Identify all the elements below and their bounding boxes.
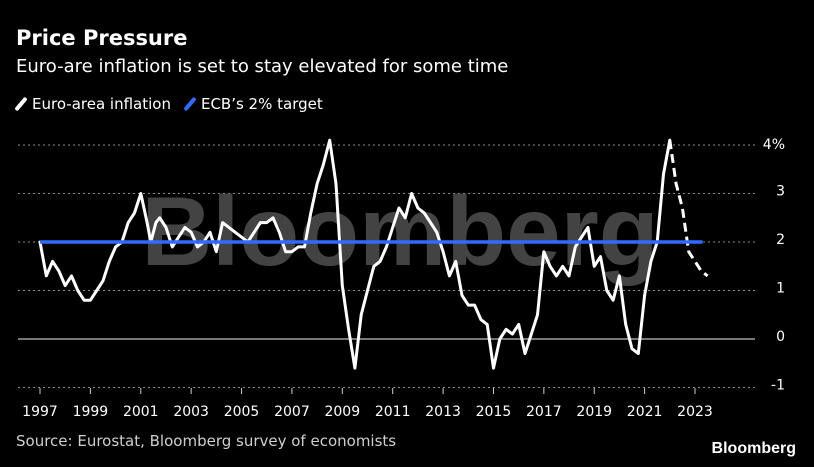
x-tick-label: 2011 <box>375 404 411 420</box>
chart-title: Price Pressure <box>16 26 188 50</box>
y-tick-label: 4% <box>763 137 785 153</box>
y-tick-label: 2 <box>776 232 785 248</box>
x-tick-label: 2009 <box>324 404 360 420</box>
x-tick-label: 2001 <box>123 404 159 420</box>
x-tick-label: 2007 <box>274 404 310 420</box>
source-note: Source: Eurostat, Bloomberg survey of ec… <box>16 432 397 450</box>
brand-logo: Bloomberg <box>711 440 796 457</box>
legend-label-target: ECB’s 2% target <box>200 95 323 113</box>
y-axis: -1 0 1 2 3 4% <box>763 137 785 394</box>
legend-label-inflation: Euro-area inflation <box>32 95 171 113</box>
x-tick-label: 1999 <box>73 404 109 420</box>
x-tick-label: 1997 <box>22 404 58 420</box>
x-tick-label: 2015 <box>476 404 512 420</box>
x-tick-label: 2021 <box>627 404 663 420</box>
watermark: Bloomberg <box>141 176 658 286</box>
y-tick-label: 3 <box>776 184 785 200</box>
x-tick-label: 2005 <box>224 404 260 420</box>
legend-item-target: ECB’s 2% target <box>183 95 323 113</box>
chart-subtitle: Euro-are inflation is set to stay elevat… <box>16 56 509 77</box>
y-tick-label: 0 <box>776 329 785 345</box>
x-tick-label: 2019 <box>576 404 612 420</box>
x-tick-label: 2017 <box>526 404 562 420</box>
x-tick-label: 2013 <box>425 404 461 420</box>
legend: Euro-area inflation ECB’s 2% target <box>14 95 337 113</box>
forecast-line <box>668 139 709 278</box>
x-tick-label: 2003 <box>173 404 209 420</box>
legend-item-inflation: Euro-area inflation <box>14 95 171 113</box>
y-tick-label: -1 <box>771 378 785 394</box>
inflation-line <box>38 138 672 370</box>
x-axis: 1997 1999 2001 2003 2005 2007 2009 2011 2013 2015… <box>22 388 713 420</box>
grid-layer <box>18 144 755 388</box>
series-layer <box>38 138 709 370</box>
y-tick-label: 1 <box>776 281 785 297</box>
x-tick-label: 2023 <box>677 404 713 420</box>
